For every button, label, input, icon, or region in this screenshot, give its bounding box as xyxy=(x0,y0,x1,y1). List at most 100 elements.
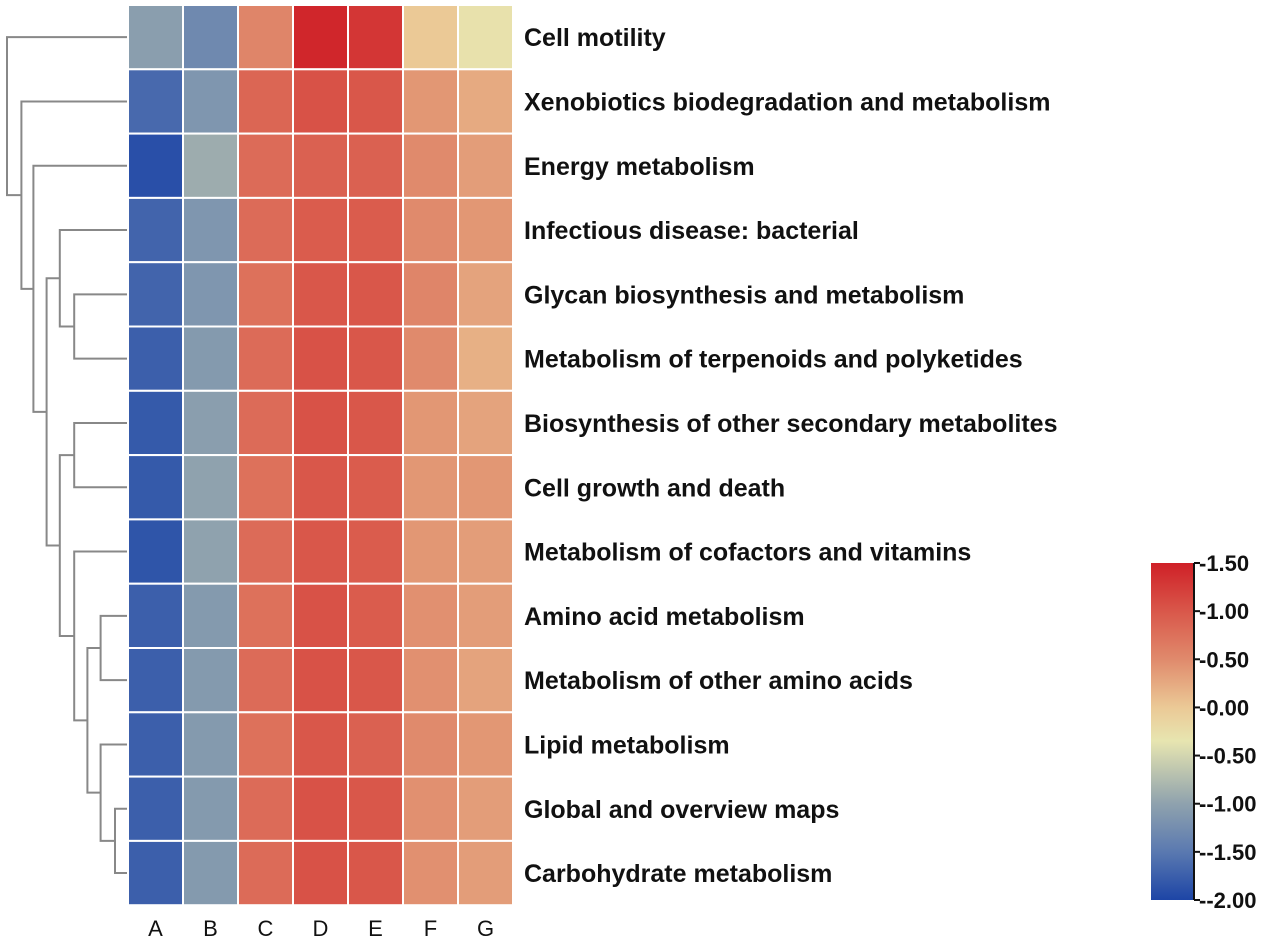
heatmap-cell xyxy=(292,454,349,521)
heatmap-cell xyxy=(127,711,184,778)
heatmap-cell xyxy=(457,775,514,842)
heatmap-cell xyxy=(402,261,459,328)
dendrogram-branch xyxy=(73,421,127,489)
heatmap-cell xyxy=(347,325,404,392)
heatmap-cell xyxy=(347,518,404,585)
heatmap-cell xyxy=(347,68,404,135)
column-label: D xyxy=(313,916,329,941)
row-label: Amino acid metabolism xyxy=(524,603,805,631)
heatmap-cell xyxy=(292,582,349,650)
dendrogram-branch xyxy=(99,614,127,682)
row-dendrogram xyxy=(6,36,127,875)
heatmap-cell xyxy=(237,261,294,328)
heatmap-cell xyxy=(182,454,239,521)
heatmap-cell xyxy=(127,261,184,328)
heatmap-cell xyxy=(292,389,349,457)
heatmap-cell xyxy=(237,68,294,135)
row-label: Metabolism of cofactors and vitamins xyxy=(524,539,971,567)
heatmap-cell xyxy=(292,647,349,714)
heatmap-cell xyxy=(292,775,349,842)
column-labels: A B C D E F G xyxy=(148,916,494,941)
heatmap-cell xyxy=(182,647,239,714)
heatmap-cell xyxy=(402,196,459,264)
heatmap-cell xyxy=(402,518,459,585)
heatmap-cell xyxy=(402,325,459,392)
heatmap-cell xyxy=(127,839,184,907)
heatmap-cell xyxy=(457,132,514,199)
row-label: Metabolism of terpenoids and polyketides xyxy=(524,346,1023,374)
heatmap-cell xyxy=(457,68,514,135)
heatmap-cell xyxy=(457,647,514,714)
heatmap-cell xyxy=(182,261,239,328)
heatmap-cell xyxy=(457,389,514,457)
row-label: Energy metabolism xyxy=(524,153,755,181)
heatmap-cell xyxy=(182,582,239,650)
heatmap-cell xyxy=(292,132,349,199)
heatmap-cell xyxy=(127,68,184,135)
dendrogram-branch xyxy=(86,647,101,794)
heatmap-cell xyxy=(182,325,239,392)
row-label: Carbohydrate metabolism xyxy=(524,860,832,888)
heatmap-cell xyxy=(402,775,459,842)
heatmap-cell xyxy=(292,711,349,778)
heatmap-cell xyxy=(347,839,404,907)
heatmap-cell xyxy=(127,132,184,199)
row-label: Metabolism of other amino acids xyxy=(524,667,913,695)
dendrogram-branch xyxy=(58,454,75,637)
heatmap-cell xyxy=(127,454,184,521)
heatmap-cell xyxy=(402,132,459,199)
heatmap-cell xyxy=(347,4,404,71)
row-label: Xenobiotics biodegradation and metabolis… xyxy=(524,88,1050,116)
heatmap-cell xyxy=(292,261,349,328)
heatmap-cell xyxy=(237,4,294,71)
heatmap-cell xyxy=(237,132,294,199)
heatmap-cell xyxy=(402,4,459,71)
heatmap-cell xyxy=(182,4,239,71)
colorbar-tick-label: -0.50 xyxy=(1199,647,1249,672)
heatmap-cell xyxy=(457,454,514,521)
heatmap-cell xyxy=(347,711,404,778)
colorbar-tick-label: -1.50 xyxy=(1199,551,1249,576)
dendrogram-branch xyxy=(114,807,127,875)
colorbar-tick-label: -0.00 xyxy=(1199,695,1249,720)
heatmap-cell xyxy=(292,325,349,392)
dendrogram-branch xyxy=(99,743,127,842)
heatmap-cell xyxy=(347,582,404,650)
heatmap-cell xyxy=(402,454,459,521)
heatmap-cell xyxy=(457,325,514,392)
heatmap-cell xyxy=(457,518,514,585)
heatmap-cell xyxy=(237,196,294,264)
row-labels: Cell motility Xenobiotics biodegradation … xyxy=(524,24,1057,888)
colorbar-tick-label: --1.50 xyxy=(1199,840,1256,865)
heatmap-cell xyxy=(127,389,184,457)
heatmap-cell xyxy=(402,389,459,457)
column-label: G xyxy=(477,916,494,941)
dendrogram-branch xyxy=(20,100,127,290)
colorbar-legend: -1.50 -1.00 -0.50 -0.00 --0.50 --1.00 --1.50 --… xyxy=(1151,551,1256,913)
heatmap-cell xyxy=(237,711,294,778)
colorbar-bar xyxy=(1151,563,1193,900)
heatmap-cell xyxy=(402,711,459,778)
heatmap-cell xyxy=(237,839,294,907)
heatmap-cell xyxy=(237,647,294,714)
row-label: Cell growth and death xyxy=(524,474,785,502)
heatmap-cell xyxy=(457,4,514,71)
heatmap-cell xyxy=(457,582,514,650)
colorbar-tick-label: --2.00 xyxy=(1199,888,1256,913)
heatmap-cell xyxy=(127,775,184,842)
heatmap-cell xyxy=(292,4,349,71)
row-label: Lipid metabolism xyxy=(524,731,730,759)
column-label: C xyxy=(258,916,274,941)
heatmap-cells xyxy=(127,4,514,907)
dendrogram-branch xyxy=(6,36,127,197)
heatmap-cell xyxy=(457,196,514,264)
heatmap-cell xyxy=(237,518,294,585)
column-label: B xyxy=(203,916,218,941)
heatmap-cell xyxy=(347,261,404,328)
heatmap-cell xyxy=(457,839,514,907)
heatmap-cell xyxy=(292,196,349,264)
colorbar-tick-label: -1.00 xyxy=(1199,599,1249,624)
column-label: A xyxy=(148,916,163,941)
heatmap-cell xyxy=(127,325,184,392)
